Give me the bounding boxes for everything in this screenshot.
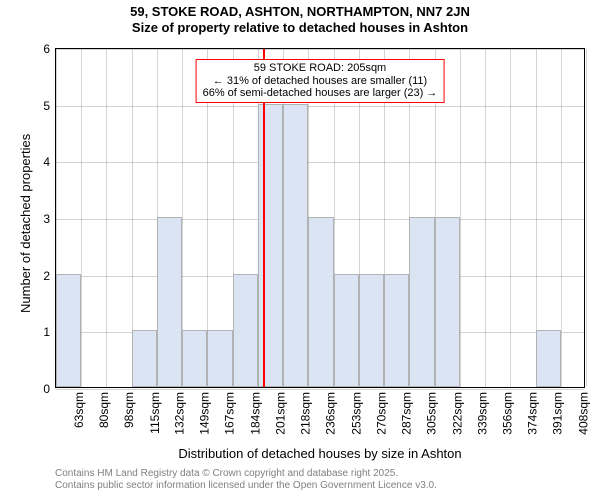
xtick-label: 305sqm (425, 392, 439, 435)
vgrid-line (460, 49, 461, 387)
hgrid-line (56, 106, 584, 107)
xtick-label: 356sqm (501, 392, 515, 435)
xtick-label: 408sqm (576, 392, 590, 435)
xtick-label: 115sqm (147, 392, 161, 434)
histogram-bar (334, 274, 359, 387)
xtick-label: 63sqm (72, 392, 86, 428)
xtick-label: 391sqm (551, 392, 565, 435)
xtick-label: 374sqm (526, 392, 540, 435)
histogram-bar (56, 274, 81, 387)
y-axis-label: Number of detached properties (18, 134, 33, 313)
xtick-label: 253sqm (349, 392, 363, 435)
ytick-label: 4 (43, 155, 50, 169)
ytick-label: 5 (43, 99, 50, 113)
xtick-label: 167sqm (223, 392, 237, 435)
xtick-label: 98sqm (122, 392, 136, 428)
legend-line-2: ← 31% of detached houses are smaller (11… (203, 75, 438, 88)
title-line-1: 59, STOKE ROAD, ASHTON, NORTHAMPTON, NN7… (0, 4, 600, 20)
xtick-label: 184sqm (248, 392, 262, 435)
xtick-label: 287sqm (400, 392, 414, 435)
x-axis-label: Distribution of detached houses by size … (55, 446, 585, 461)
vgrid-line (485, 49, 486, 387)
histogram-bar (308, 217, 333, 387)
ytick-label: 1 (43, 325, 50, 339)
xtick-label: 270sqm (374, 392, 388, 435)
histogram-bar (132, 330, 157, 387)
histogram-bar (207, 330, 232, 387)
footer-line-1: Contains HM Land Registry data © Crown c… (55, 468, 585, 480)
histogram-bar (157, 217, 182, 387)
title-line-2: Size of property relative to detached ho… (0, 20, 600, 36)
histogram-bar (409, 217, 434, 387)
legend-box: 59 STOKE ROAD: 205sqm ← 31% of detached … (196, 59, 445, 103)
xtick-label: 322sqm (450, 392, 464, 435)
ytick-label: 0 (43, 382, 50, 396)
histogram-bar (182, 330, 207, 387)
vgrid-line (106, 49, 107, 387)
xtick-label: 218sqm (299, 392, 313, 435)
ytick-label: 2 (43, 269, 50, 283)
vgrid-line (81, 49, 82, 387)
chart-container: 59, STOKE ROAD, ASHTON, NORTHAMPTON, NN7… (0, 0, 600, 500)
hgrid-line (56, 389, 584, 390)
ytick-label: 6 (43, 42, 50, 56)
hgrid-line (56, 49, 584, 50)
plot-area: 012345663sqm80sqm98sqm115sqm132sqm149sqm… (55, 48, 585, 388)
ytick-label: 3 (43, 212, 50, 226)
histogram-bar (536, 330, 561, 387)
chart-titles: 59, STOKE ROAD, ASHTON, NORTHAMPTON, NN7… (0, 4, 600, 35)
footer-line-2: Contains public sector information licen… (55, 480, 585, 492)
xtick-label: 132sqm (173, 392, 187, 435)
vgrid-line (510, 49, 511, 387)
legend-line-3: 66% of semi-detached houses are larger (… (203, 87, 438, 100)
vgrid-line (561, 49, 562, 387)
histogram-bar (258, 104, 283, 387)
histogram-bar (384, 274, 409, 387)
histogram-bar (359, 274, 384, 387)
histogram-bar (435, 217, 460, 387)
hgrid-line (56, 162, 584, 163)
xtick-label: 80sqm (97, 392, 111, 428)
legend-line-1: 59 STOKE ROAD: 205sqm (203, 62, 438, 75)
xtick-label: 201sqm (274, 392, 288, 435)
vgrid-line (586, 49, 587, 387)
histogram-bar (283, 104, 308, 387)
xtick-label: 339sqm (475, 392, 489, 435)
xtick-label: 236sqm (324, 392, 338, 435)
chart-footer: Contains HM Land Registry data © Crown c… (55, 468, 585, 491)
histogram-bar (233, 274, 258, 387)
xtick-label: 149sqm (198, 392, 212, 435)
